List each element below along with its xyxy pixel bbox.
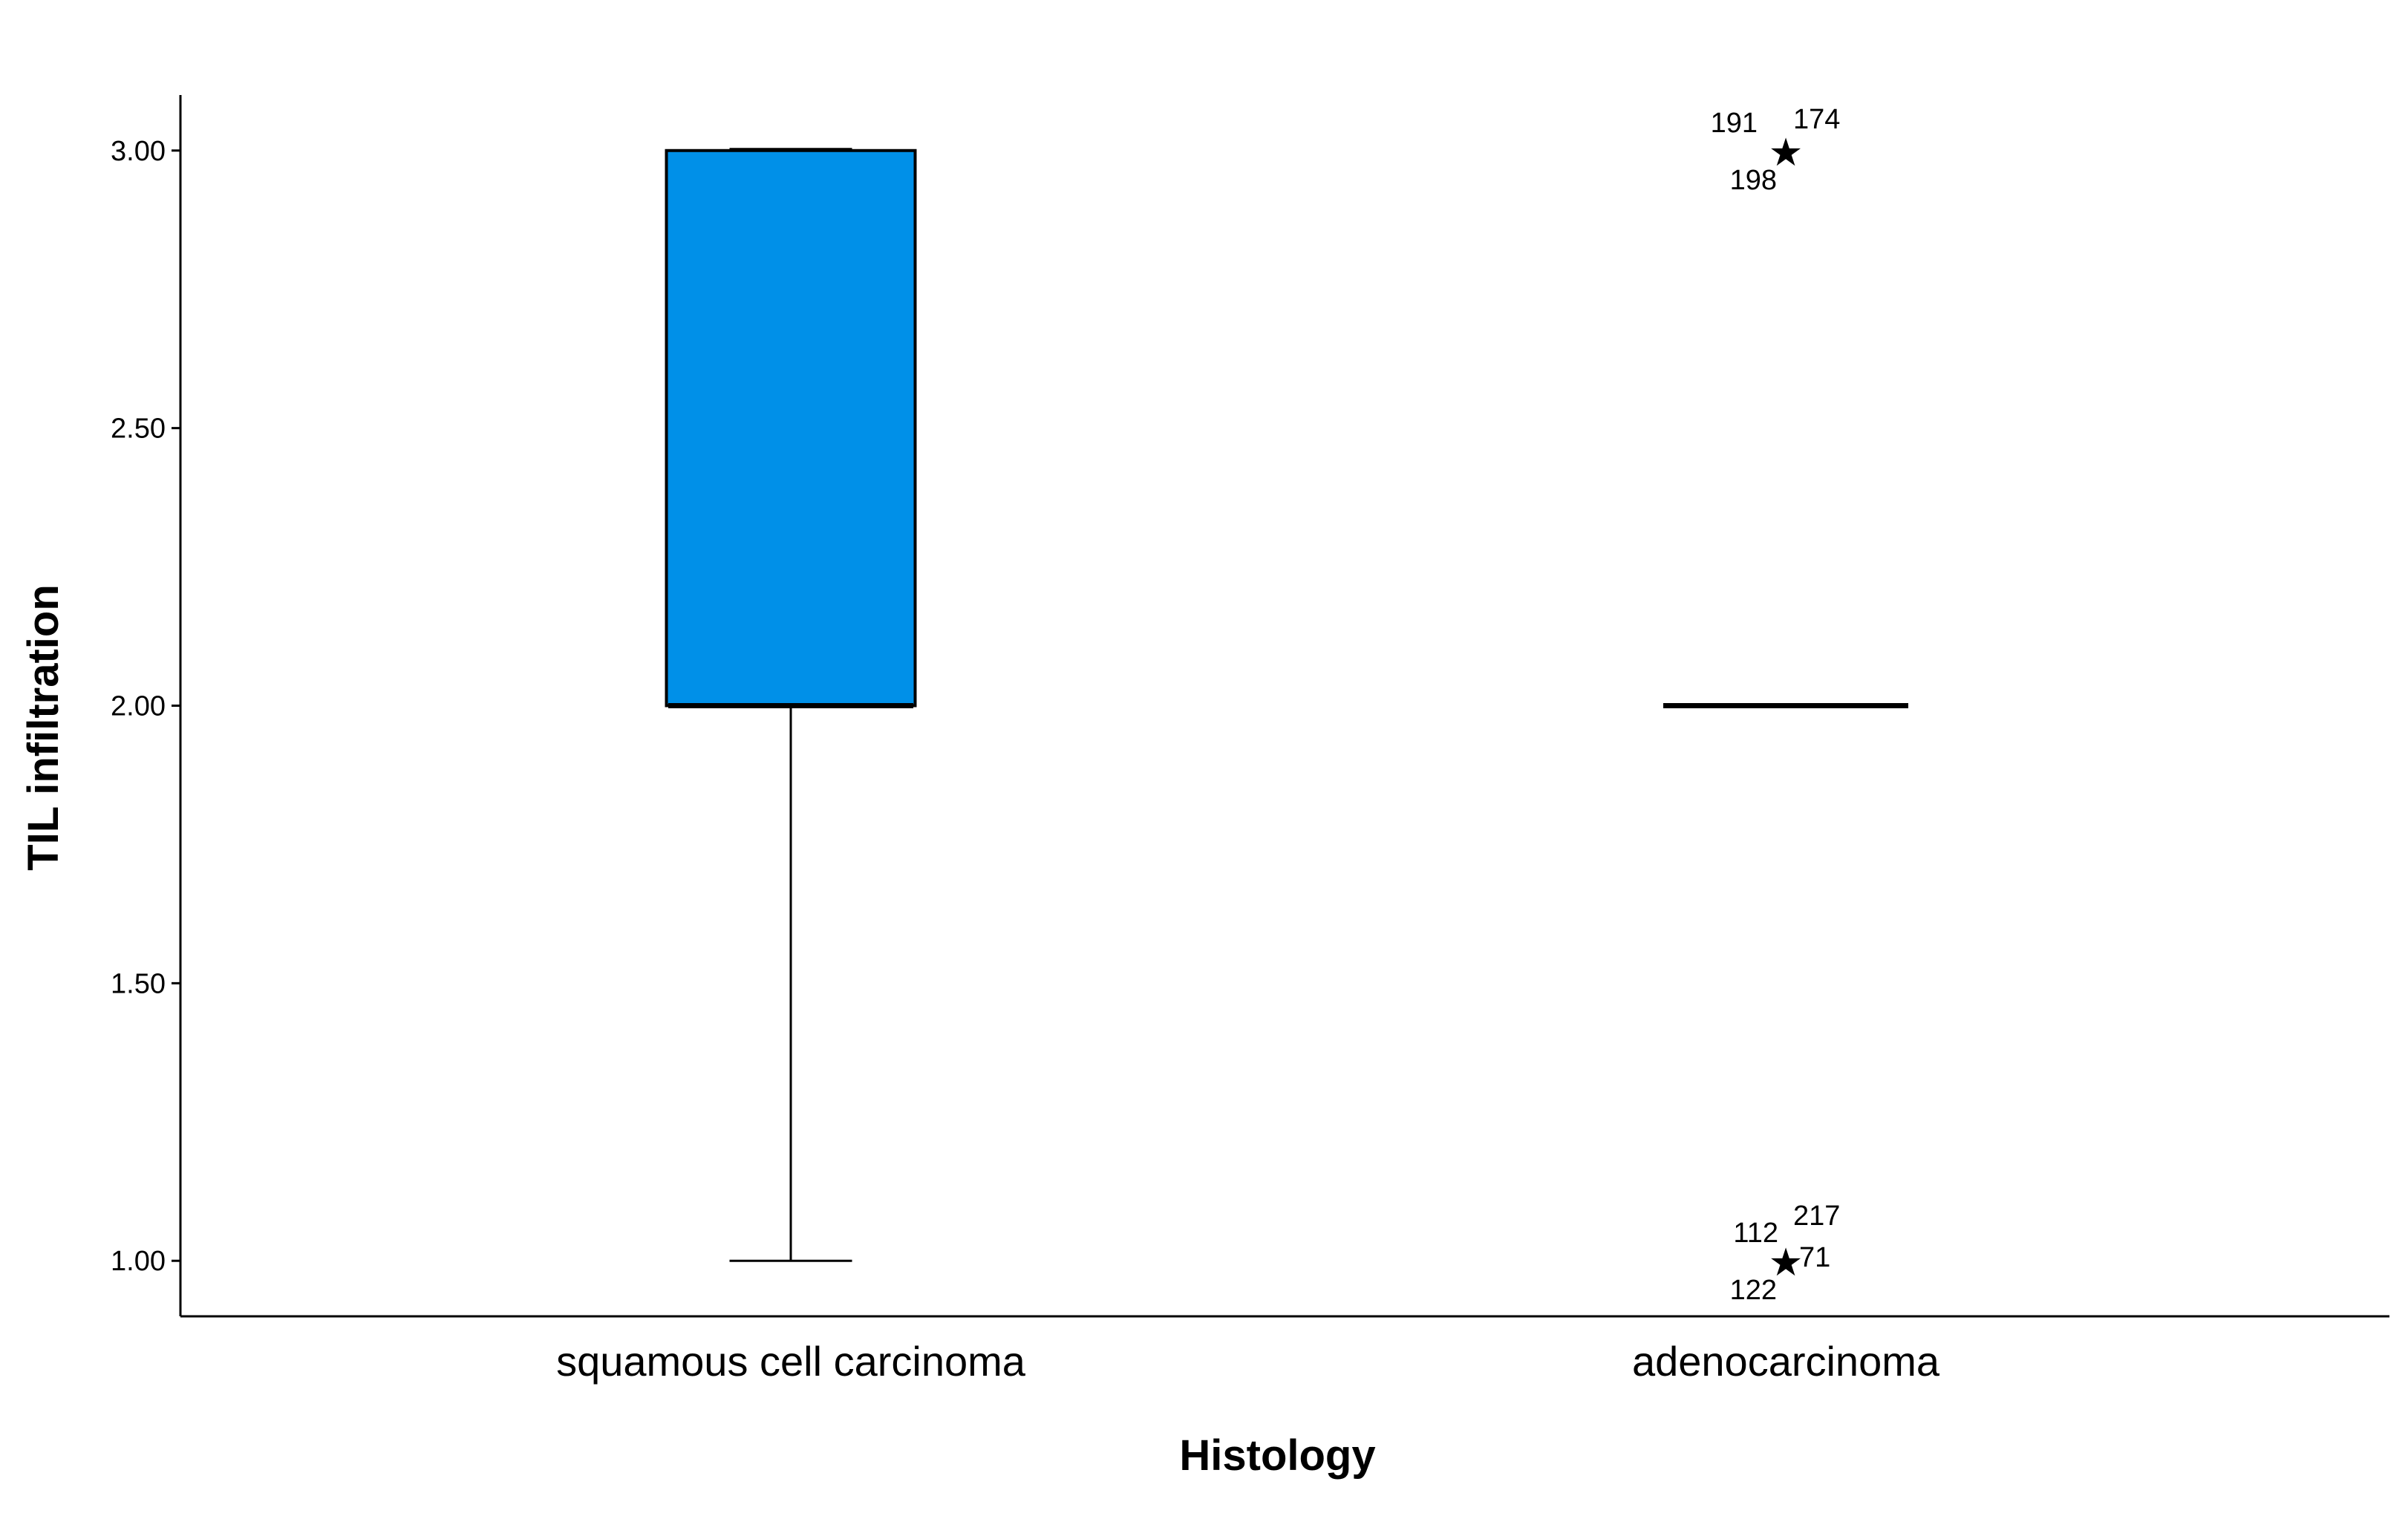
x-category-label: adenocarcinoma [1632, 1338, 1940, 1385]
outlier-case-label: 198 [1730, 165, 1777, 196]
y-axis-ticks: 1.00 1.50 2.00 2.50 3.00 [111, 136, 180, 1277]
outlier-case-label: 191 [1711, 108, 1758, 139]
x-axis-categories: squamous cell carcinoma adenocarcinoma [556, 1338, 1940, 1385]
y-tick-label: 2.50 [111, 414, 166, 445]
outlier-case-label: 217 [1793, 1200, 1840, 1232]
x-axis-title: Histology [1179, 1431, 1375, 1480]
y-tick-label: 1.50 [111, 968, 166, 999]
outlier-case-label: 122 [1730, 1275, 1777, 1306]
outlier-group: ★ 191 174 198 [1711, 104, 1841, 196]
y-tick-label: 3.00 [111, 136, 166, 167]
outlier-star: ★ [1769, 1241, 1804, 1284]
box-group [665, 148, 917, 1262]
y-tick-label: 1.00 [111, 1246, 166, 1277]
y-tick-label: 2.00 [111, 691, 166, 722]
outlier-case-label: 71 [1799, 1242, 1830, 1273]
outlier-group: ★112 217 71 122 [1730, 1200, 1841, 1306]
box-iqr [665, 148, 917, 708]
axes [179, 95, 2389, 1318]
outlier-case-label: 174 [1793, 104, 1840, 135]
outlier-case-label: 112 [1733, 1218, 1778, 1249]
y-axis-title: TIL infiltration [19, 584, 68, 871]
x-category-label: squamous cell carcinoma [556, 1338, 1026, 1385]
outlier-star: ★ [1769, 131, 1804, 174]
